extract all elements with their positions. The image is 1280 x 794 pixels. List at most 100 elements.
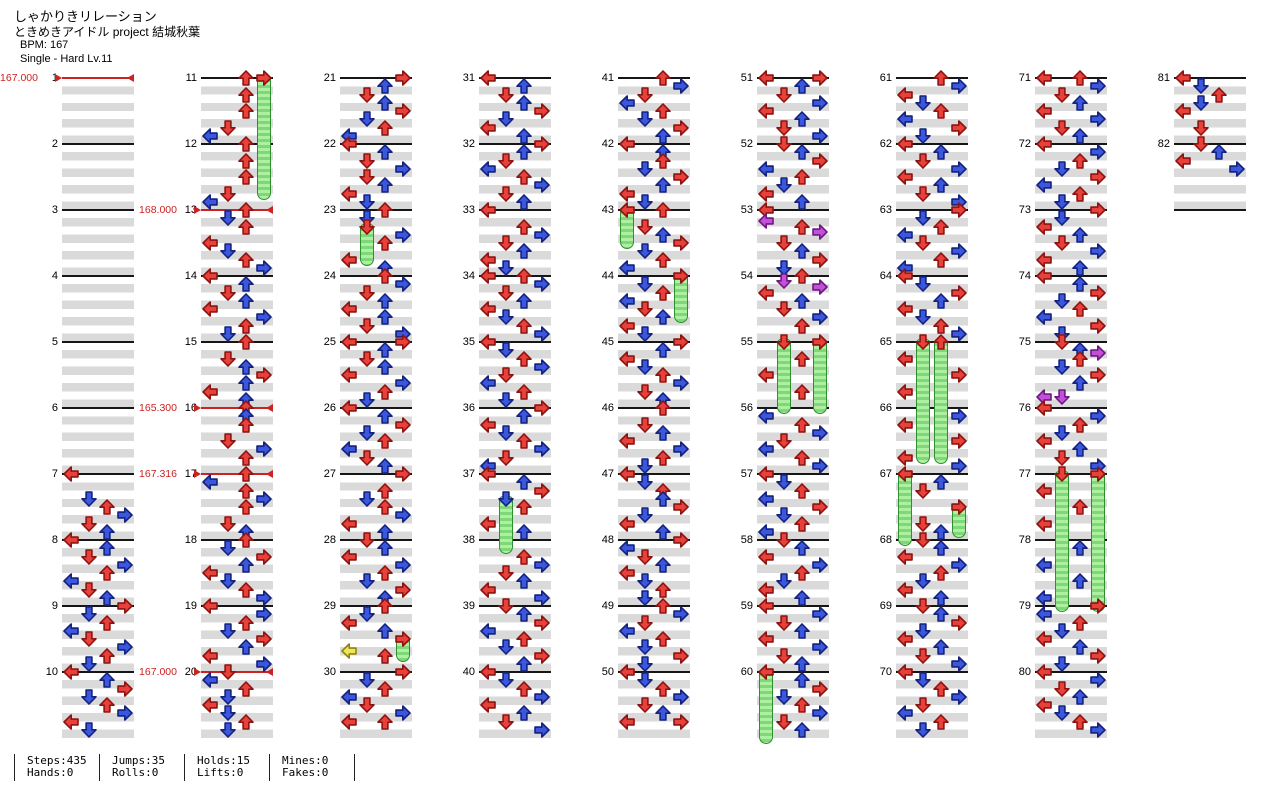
note-arrow-right (256, 631, 272, 647)
note-arrow-up (933, 70, 949, 86)
note-arrow-left (619, 540, 635, 557)
song-title: しゃかりきリレーション (14, 9, 157, 24)
note-arrow-down (220, 705, 236, 722)
note-arrow-up (794, 721, 810, 738)
note-arrow-left (1036, 606, 1052, 623)
note-arrow-right (1090, 284, 1106, 301)
note-arrow-up (1072, 573, 1088, 590)
note-arrow-left (63, 532, 79, 548)
note-arrow-right (395, 664, 411, 680)
note-arrow-left (480, 160, 496, 177)
measure-line (896, 275, 968, 277)
note-arrow-up (238, 581, 254, 598)
note-arrow-left (758, 367, 774, 383)
measure-line (1035, 539, 1107, 541)
note-arrow-right (951, 556, 967, 573)
note-arrow-down (81, 721, 97, 738)
bpm-marker-triangle (266, 206, 273, 214)
note-arrow-right (812, 606, 828, 623)
note-arrow-up (377, 94, 393, 111)
note-arrow-right (1090, 408, 1106, 425)
note-arrow-down (220, 573, 236, 590)
note-arrow-up (794, 317, 810, 334)
note-arrow-left (897, 664, 913, 680)
measure-number: 82 (1157, 138, 1170, 150)
note-arrow-right (1090, 598, 1106, 614)
measure-number: 51 (740, 72, 753, 84)
note-arrow-up (794, 672, 810, 689)
note-arrow-left (758, 490, 774, 507)
note-arrow-up (238, 152, 254, 169)
measure-line (896, 473, 968, 475)
note-arrow-right (256, 655, 272, 672)
note-arrow-down (915, 185, 931, 202)
note-arrow-down (776, 119, 792, 136)
note-arrow-left (897, 268, 913, 284)
note-arrow-down (220, 185, 236, 202)
measure-line (479, 407, 551, 409)
measure-line (62, 605, 134, 607)
note-arrow-down (359, 169, 375, 185)
note-arrow-left (897, 548, 913, 565)
note-arrow-left (619, 136, 635, 152)
note-arrow-right (812, 334, 828, 350)
note-arrow-up (1072, 614, 1088, 631)
note-arrow-left (1036, 251, 1052, 268)
measure-number: 77 (1018, 468, 1031, 480)
measure-line (201, 539, 273, 541)
note-arrow-right (812, 424, 828, 441)
note-arrow-left (341, 515, 357, 532)
note-arrow-up (933, 540, 949, 557)
note-arrow-down (915, 482, 931, 499)
note-arrow-left (480, 375, 496, 392)
note-arrow-down (498, 490, 514, 507)
note-arrow-left (1175, 70, 1191, 86)
note-arrow-down (359, 210, 375, 227)
note-arrow-left (202, 193, 218, 210)
note-arrow-up (377, 358, 393, 375)
measure-number: 78 (1018, 534, 1031, 546)
measure-line (340, 209, 412, 211)
measure-line (757, 209, 829, 211)
note-arrow-down (776, 301, 792, 317)
note-arrow-down (81, 606, 97, 623)
note-arrow-right (673, 606, 689, 623)
note-arrow-up (516, 383, 532, 400)
note-arrow-up (238, 358, 254, 375)
measure-line (1035, 473, 1107, 475)
note-arrow-right (256, 70, 272, 86)
measure-line (201, 143, 273, 145)
bpm-change-line (62, 77, 134, 79)
note-arrow-down (637, 507, 653, 524)
note-arrow-left (619, 202, 635, 218)
hold-note-body (777, 339, 791, 414)
note-arrow-up (1072, 688, 1088, 705)
measure-line (479, 275, 551, 277)
note-arrow-left (758, 213, 774, 229)
note-arrow-up (655, 284, 671, 301)
note-arrow-right (1090, 672, 1106, 689)
measure-background (1174, 144, 1246, 210)
note-arrow-down (498, 565, 514, 581)
measure-background (479, 606, 551, 672)
measure-line (757, 539, 829, 541)
measure-background (340, 474, 412, 540)
note-arrow-left (758, 631, 774, 647)
note-arrow-left (480, 416, 496, 433)
stat-group: Jumps:35 Rolls:0 (99, 754, 184, 781)
note-arrow-left (341, 643, 357, 660)
note-arrow-up (933, 680, 949, 697)
measure-number: 44 (601, 270, 614, 282)
note-arrow-up (1072, 540, 1088, 557)
note-arrow-right (673, 375, 689, 392)
note-arrow-up (99, 523, 115, 540)
note-arrow-down (359, 606, 375, 623)
note-arrow-right (117, 705, 133, 722)
measure-background (340, 408, 412, 474)
note-arrow-right (1090, 144, 1106, 161)
measure-number: 20 (184, 666, 197, 678)
note-arrow-up (238, 375, 254, 392)
measure-line (340, 671, 412, 673)
note-arrow-right (395, 416, 411, 433)
measure-number: 46 (601, 402, 614, 414)
